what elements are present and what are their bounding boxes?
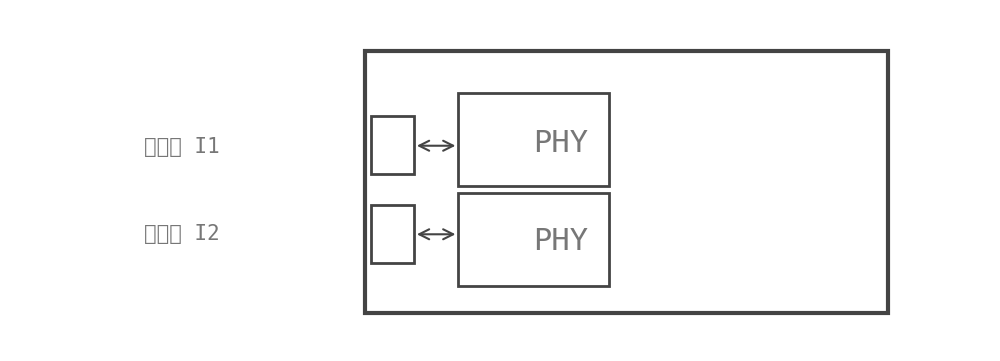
Text: 电接口 I2: 电接口 I2: [144, 224, 220, 244]
Text: 光接口 I1: 光接口 I1: [144, 137, 220, 157]
Bar: [371, 117, 414, 174]
Bar: [365, 51, 888, 313]
Text: PHY: PHY: [533, 227, 589, 256]
Text: PHY: PHY: [533, 129, 589, 158]
Bar: [458, 193, 609, 286]
Bar: [458, 93, 609, 186]
Bar: [371, 205, 414, 263]
